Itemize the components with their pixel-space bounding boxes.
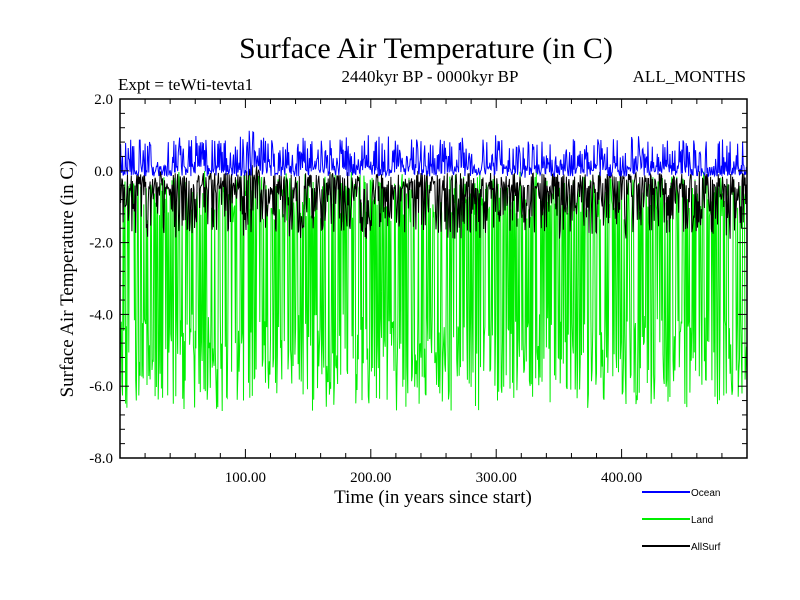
chart-subtitle: 2440kyr BP - 0000kyr BP <box>342 67 519 86</box>
y-axis-label: Surface Air Temperature (in C) <box>57 161 78 398</box>
x-axis-label: Time (in years since start) <box>334 487 532 508</box>
plot-frame <box>119 98 748 459</box>
y-tick-label: 0.0 <box>94 164 113 180</box>
y-tick-label: -8.0 <box>89 451 113 467</box>
x-tick-label: 200.00 <box>350 470 391 486</box>
legend-label-land: Land <box>691 515 713 526</box>
legend-label-ocean: Ocean <box>691 488 720 499</box>
y-tick-label: -2.0 <box>89 236 113 252</box>
y-tick-label: -6.0 <box>89 379 113 395</box>
x-tick-label: 300.00 <box>476 470 517 486</box>
x-tick-label: 400.00 <box>601 470 642 486</box>
tick-layer: 100.00 200.00 300.00 400.00 2.0 0.0 -2.0 -4.0 -6… <box>89 92 747 486</box>
x-tick-label: 100.00 <box>225 470 266 486</box>
legend-label-allsurf: AllSurf <box>691 542 721 553</box>
y-tick-label: -4.0 <box>89 307 113 323</box>
legend: Ocean Land AllSurf <box>642 488 721 553</box>
chart-title: Surface Air Temperature (in C) <box>239 32 613 65</box>
series-line-ocean <box>119 130 748 178</box>
expt-label: Expt = teWti-tevta1 <box>118 75 253 94</box>
months-label: ALL_MONTHS <box>633 67 746 86</box>
series-line-allsurf <box>119 165 748 239</box>
y-tick-label: 2.0 <box>94 92 113 108</box>
series-layer <box>119 130 748 412</box>
